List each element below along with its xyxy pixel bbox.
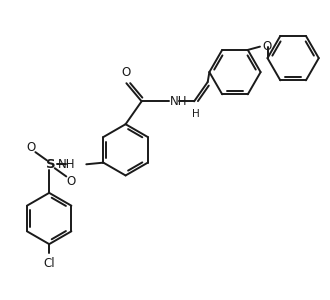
Text: S: S (46, 158, 56, 171)
Text: O: O (26, 141, 36, 154)
Text: O: O (66, 175, 75, 188)
Text: NH: NH (58, 158, 76, 171)
Text: O: O (122, 66, 131, 79)
Text: H: H (192, 109, 200, 118)
Text: O: O (262, 40, 272, 53)
Text: Cl: Cl (43, 257, 55, 270)
Text: NH: NH (170, 94, 188, 107)
